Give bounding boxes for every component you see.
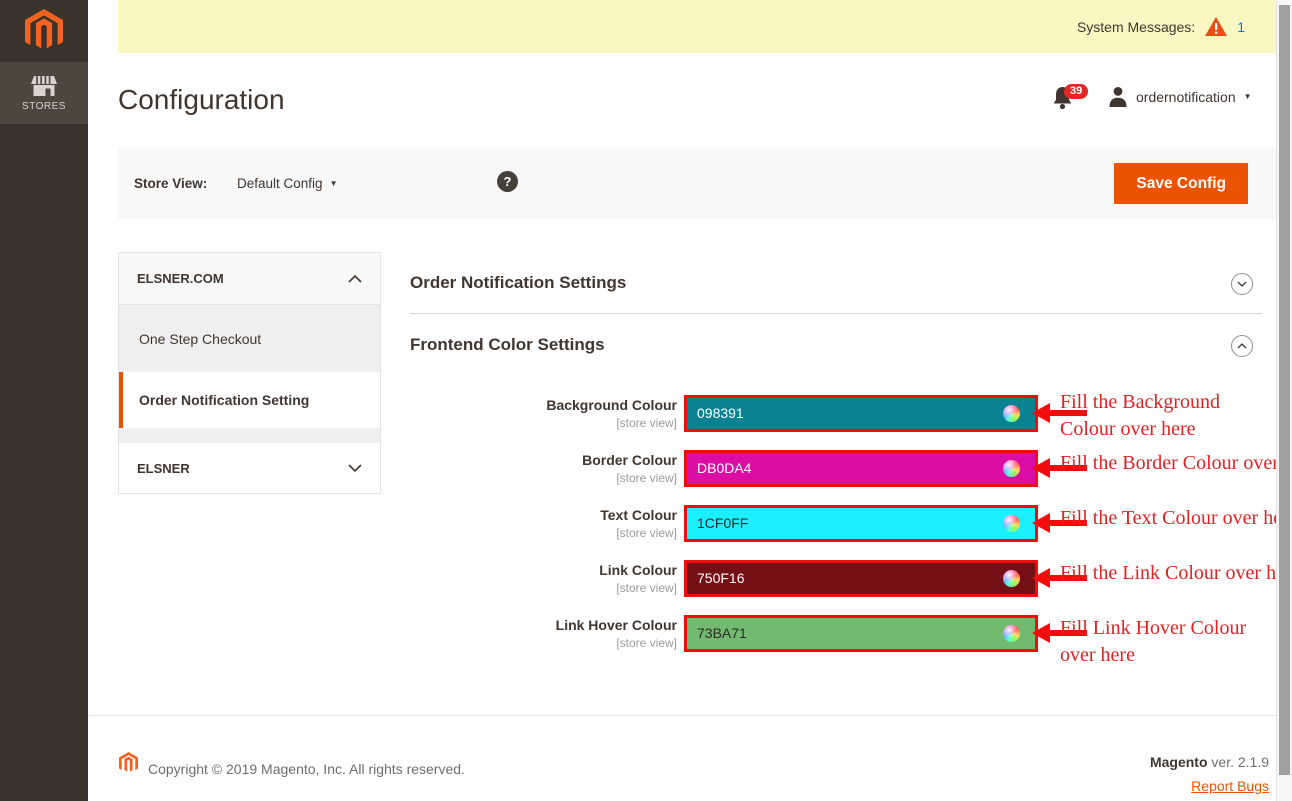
- annotation-arrow-icon: [1032, 623, 1098, 644]
- account-menu[interactable]: ordernotification ▼: [1108, 86, 1252, 107]
- field-scope-label: [store view]: [616, 526, 677, 540]
- annotation-text: Fill the Border Colour over here: [1060, 452, 1292, 474]
- report-bugs-link[interactable]: Report Bugs: [1191, 778, 1269, 794]
- footer: Copyright © 2019 Magento, Inc. All right…: [88, 715, 1292, 801]
- field-scope-label: [store view]: [616, 581, 677, 595]
- vertical-scrollbar[interactable]: [1276, 0, 1292, 801]
- copyright-text: Copyright © 2019 Magento, Inc. All right…: [148, 761, 465, 777]
- text-colour-input[interactable]: 1CF0FF: [684, 505, 1038, 542]
- annotation-text: Fill the Text Colour over here: [1060, 507, 1292, 529]
- color-picker-icon[interactable]: [1003, 625, 1020, 642]
- help-icon[interactable]: ?: [497, 171, 518, 192]
- system-messages-label: System Messages:: [1076, 18, 1196, 35]
- user-icon: [1109, 87, 1127, 107]
- store-view-label: Store View:: [134, 176, 208, 191]
- annotation-text: Fill the Link Colour over here: [1060, 562, 1292, 584]
- collapse-toggle-chevron-down-icon[interactable]: [1231, 273, 1253, 295]
- chevron-down-icon: [348, 464, 362, 472]
- nav-item-one-step-checkout[interactable]: One Step Checkout: [119, 305, 380, 372]
- sidebar-item-stores[interactable]: STORES: [0, 62, 88, 124]
- config-nav: ELSNER.COM One Step Checkout Order Notif…: [118, 252, 381, 494]
- field-label: Border Colour: [582, 452, 677, 468]
- brand-label: Magento: [1149, 754, 1208, 770]
- warning-icon: [1205, 17, 1228, 36]
- version-text: Magento ver. 2.1.9: [1150, 754, 1269, 770]
- nav-section-elsner-com[interactable]: ELSNER.COM: [118, 252, 381, 305]
- store-view-value: Default Config: [237, 176, 323, 191]
- username-label: ordernotification: [1136, 88, 1236, 105]
- color-picker-icon[interactable]: [1003, 460, 1020, 477]
- field-label: Text Colour: [600, 507, 677, 523]
- nav-item-label: Order Notification Setting: [139, 392, 310, 408]
- link-colour-input[interactable]: 750F16: [684, 560, 1038, 597]
- notifications-button[interactable]: 39: [1052, 84, 1096, 112]
- nav-section-items: One Step Checkout Order Notification Set…: [118, 305, 381, 443]
- save-config-button[interactable]: Save Config: [1114, 163, 1248, 204]
- annotation-arrow-icon: [1032, 513, 1098, 534]
- nav-section-label: ELSNER.COM: [137, 271, 224, 286]
- field-row-link-hover-colour: Link Hover Colour [store view] 73BA71 Fi…: [410, 615, 1292, 666]
- background-colour-input[interactable]: 098391: [684, 395, 1038, 432]
- scrollbar-thumb[interactable]: [1279, 5, 1290, 775]
- page-title: Configuration: [118, 84, 285, 115]
- annotation-text: Fill Link Hover Colour over here: [1060, 617, 1247, 666]
- color-picker-icon[interactable]: [1003, 405, 1020, 422]
- field-scope-label: [store view]: [616, 636, 677, 650]
- section-divider: [410, 313, 1262, 314]
- color-picker-icon[interactable]: [1003, 570, 1020, 587]
- field-row-background-colour: Background Colour [store view] 098391 Fi…: [410, 391, 1292, 440]
- store-view-toolbar: Store View: Default Config ▼ ? Save Conf…: [118, 148, 1277, 219]
- magento-logo-icon[interactable]: [0, 0, 88, 62]
- nav-item-order-notification-setting[interactable]: Order Notification Setting: [119, 372, 380, 428]
- field-scope-label: [store view]: [616, 416, 677, 430]
- storefront-icon: [31, 75, 57, 96]
- section-title-frontend-color-settings: Frontend Color Settings: [410, 335, 605, 354]
- section-title-order-notification-settings: Order Notification Settings: [410, 273, 627, 292]
- border-colour-input[interactable]: DB0DA4: [684, 450, 1038, 487]
- field-label: Link Hover Colour: [555, 617, 677, 633]
- annotation-arrow-icon: [1032, 403, 1098, 424]
- system-messages-banner: System Messages: 1: [118, 0, 1277, 53]
- sidebar-item-label: STORES: [22, 100, 66, 112]
- nav-section-label: ELSNER: [137, 460, 190, 476]
- field-row-text-colour: Text Colour [store view] 1CF0FF Fill the…: [410, 505, 1292, 542]
- chevron-up-icon: [348, 274, 362, 283]
- system-messages-count[interactable]: 1: [1237, 18, 1245, 35]
- field-label: Link Colour: [599, 562, 677, 578]
- field-label: Background Colour: [546, 397, 677, 413]
- annotation-text: Fill the Background Colour over here: [1060, 391, 1220, 440]
- version-number: ver. 2.1.9: [1207, 754, 1269, 770]
- field-row-border-colour: Border Colour [store view] DB0DA4 Fill t…: [410, 450, 1292, 487]
- nav-section-elsner[interactable]: ELSNER: [118, 443, 381, 494]
- annotation-arrow-icon: [1032, 568, 1098, 589]
- field-row-link-colour: Link Colour [store view] 750F16 Fill the…: [410, 560, 1292, 597]
- color-picker-icon[interactable]: [1003, 515, 1020, 532]
- chevron-down-icon: ▼: [329, 179, 338, 188]
- chevron-down-icon: ▼: [1243, 92, 1252, 101]
- nav-item-label: One Step Checkout: [139, 330, 262, 347]
- store-view-selector[interactable]: Default Config ▼: [237, 176, 337, 191]
- field-scope-label: [store view]: [616, 471, 677, 485]
- link-hover-colour-input[interactable]: 73BA71: [684, 615, 1038, 652]
- annotation-arrow-icon: [1032, 458, 1098, 479]
- admin-sidebar: STORES: [0, 0, 88, 801]
- notification-count-badge: 39: [1064, 84, 1089, 99]
- collapse-toggle-chevron-up-icon[interactable]: [1231, 335, 1253, 357]
- magento-footer-logo-icon: [119, 752, 138, 774]
